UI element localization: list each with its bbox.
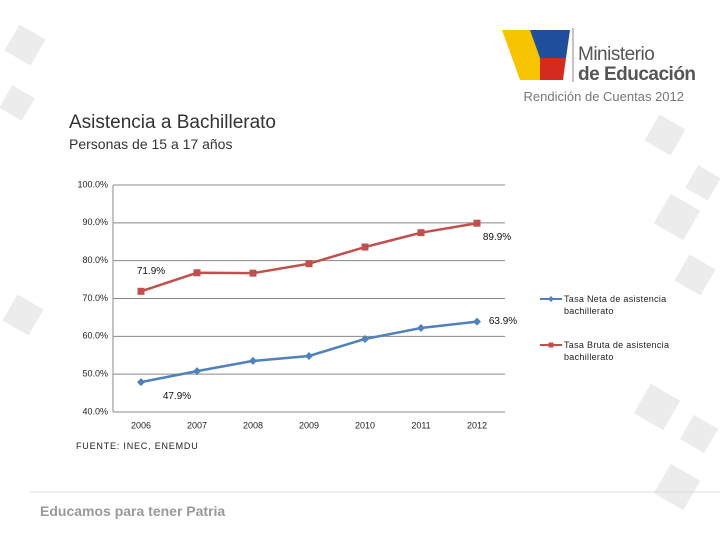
data-label: 89.9% [483, 232, 511, 243]
y-tick-label: 40.0% [82, 406, 108, 416]
y-tick-label: 50.0% [82, 369, 108, 379]
y-tick-label: 90.0% [82, 217, 108, 227]
point [305, 352, 313, 361]
data-label: 47.9% [163, 391, 191, 402]
point [137, 287, 145, 295]
point [193, 269, 201, 277]
y-tick-label: 80.0% [82, 255, 108, 265]
footer-slogan: Educamos para tener Patria [40, 503, 226, 519]
chart-subtitle: Personas de 15 a 17 años [69, 136, 233, 152]
logo-text: de Educación [578, 64, 696, 85]
data-label: 71.9% [137, 266, 165, 277]
logo-text: Ministerio [578, 44, 655, 65]
source: FUENTE: INEC, ENEMDU [76, 441, 199, 451]
y-tick-label: 60.0% [82, 331, 108, 341]
point [361, 334, 369, 343]
legend-marker [548, 342, 554, 348]
point [137, 378, 145, 387]
decor-squares [0, 24, 720, 511]
y-tick-label: 100.0% [77, 179, 108, 189]
point [417, 229, 425, 237]
point [473, 317, 481, 326]
logo [502, 28, 574, 82]
series-line [140, 221, 478, 293]
y-tick-label: 70.0% [82, 293, 108, 303]
chart-title: Asistencia a Bachillerato [69, 112, 276, 133]
point [361, 243, 369, 251]
point [417, 324, 425, 333]
point [193, 367, 201, 376]
legend-marker [548, 296, 554, 302]
series-line [140, 320, 478, 384]
x-tick-label: 2012 [467, 420, 487, 430]
x-tick-label: 2011 [411, 420, 430, 430]
point [305, 260, 313, 268]
x-tick-label: 2007 [187, 420, 207, 430]
x-tick-label: 2008 [243, 420, 263, 430]
report-label: Rendición de Cuentas 2012 [523, 89, 684, 104]
point [473, 219, 481, 227]
point [249, 269, 257, 277]
x-tick-label: 2010 [355, 420, 375, 430]
x-tick-label: 2009 [299, 420, 319, 430]
legend-label: Tasa Bruta de asistencia bachillerato [564, 340, 670, 362]
x-tick-label: 2006 [131, 420, 151, 430]
point [249, 356, 257, 365]
data-label: 63.9% [489, 316, 517, 327]
legend-label: Tasa Neta de asistencia bachillerato [564, 294, 667, 316]
